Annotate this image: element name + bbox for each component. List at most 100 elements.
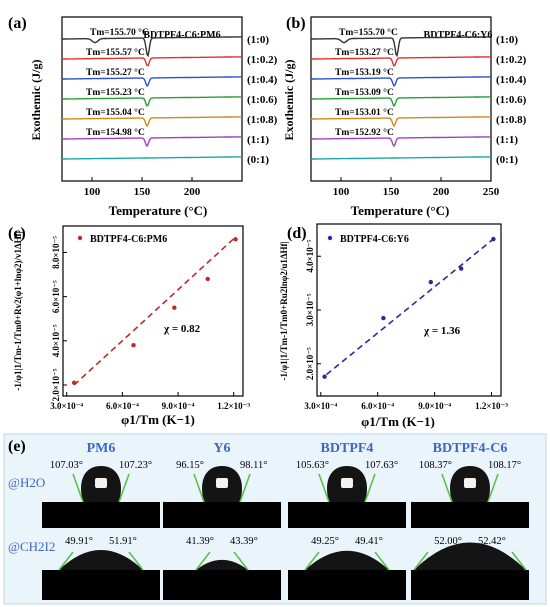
x-tick-label: 200: [433, 186, 450, 198]
angle-right-diiodomethane: 43.39°: [230, 536, 258, 547]
panel-a-title: BDTPF4-C6:PM6: [143, 30, 220, 41]
y-tick-label: 4.0×10⁻⁵: [51, 324, 61, 357]
series-label: (1:0): [247, 34, 269, 46]
panel-a-label: (a): [8, 15, 27, 32]
angle-left-diiodomethane: 49.25°: [311, 536, 339, 547]
dsc-curve-6: [311, 156, 492, 160]
x-tick-label: 150: [383, 186, 400, 198]
panel-c-xlabel: φ1/Tm (K−1): [121, 412, 195, 427]
angle-right-diiodomethane: 49.41°: [355, 536, 383, 547]
series-label: (1:0.6): [496, 94, 527, 106]
dsc-curve-3: [62, 96, 243, 108]
panel-a-xlabel: Temperature (°C): [109, 203, 208, 218]
x-tick-label: 9.0×10⁻⁴: [162, 401, 195, 411]
dsc-curve-3: [311, 96, 492, 108]
panel-e-label: (e): [8, 438, 26, 455]
series-label: (1:0.8): [496, 114, 527, 126]
angle-left-water: 107.03°: [50, 460, 83, 471]
substrate-water: [163, 502, 281, 528]
data-point: [322, 374, 327, 379]
dsc-curve-5: [311, 136, 492, 148]
angle-left-diiodomethane: 41.39°: [186, 536, 214, 547]
material-label: Y6: [213, 441, 230, 456]
diiodomethane-droplet: [196, 559, 248, 570]
dsc-curve-5: [62, 136, 243, 148]
diiodomethane-droplet: [305, 550, 389, 570]
tm-label: Tm=155.70 °C: [90, 27, 149, 38]
panel-c: (c) BDTPF4-C6:PM6 χ = 0.82 φ1/Tm (K−1) -…: [8, 225, 250, 427]
tangent-left: [413, 551, 429, 571]
droplet-highlight: [341, 478, 353, 488]
dsc-curve-1: [311, 56, 492, 67]
droplet-highlight: [95, 478, 107, 488]
tangent-left: [72, 473, 84, 503]
dsc-curve-4: [62, 116, 243, 128]
data-point: [71, 380, 77, 385]
panel-c-ylabel: -1/φ1|1/Tm-1/Tm0+Rv2(φ1+lnφ2)/v1ΔHf|: [13, 231, 23, 390]
y-tick-label: 2.0×10⁻⁵: [51, 368, 61, 401]
substrate-water: [42, 502, 160, 528]
data-point: [381, 315, 386, 321]
data-point: [458, 266, 464, 271]
tm-label: Tm=155.23 °C: [86, 87, 145, 98]
series-label: (1:0.2): [496, 54, 527, 66]
fit-line: [325, 238, 494, 376]
panel-d: (d) BDTPF4-C6:Y6 χ = 1.36 φ1/Tm (K−1) -1…: [279, 223, 508, 429]
substrate-diiodomethane: [411, 570, 529, 600]
tm-label: Tm=155.04 °C: [86, 107, 145, 118]
panel-a: (a) BDTPF4-C6:PM6 Exothemic (J/g) Temper…: [8, 15, 278, 218]
data-point: [172, 305, 177, 310]
data-point: [428, 279, 434, 285]
tm-label: Tm=153.01 °C: [335, 107, 394, 118]
series-label: (1:0.6): [247, 94, 278, 106]
angle-left-water: 108.37°: [419, 460, 452, 471]
material-label: BDTPF4: [321, 441, 374, 456]
substrate-diiodomethane: [163, 570, 281, 600]
x-tick-label: 3.0×10⁻⁴: [50, 401, 83, 411]
angle-left-diiodomethane: 52.00°: [434, 536, 462, 547]
material-label: BDTPF4-C6: [433, 441, 508, 456]
angle-left-water: 96.15°: [176, 460, 204, 471]
panel-d-frame: [316, 223, 502, 397]
y-tick-label: 4.0×10⁻⁵: [305, 240, 315, 273]
panel-b-xlabel: Temperature (°C): [351, 203, 450, 218]
tangent-left: [441, 473, 453, 503]
series-label: (1:1): [496, 134, 518, 146]
tangent-right: [364, 473, 376, 503]
x-tick-label: 1.2×10⁻³: [217, 401, 250, 411]
droplet-highlight: [216, 478, 228, 488]
diiodomethane-droplet: [59, 550, 143, 570]
dsc-curve-2: [311, 76, 492, 88]
tangent-left: [195, 551, 211, 571]
data-point: [233, 237, 238, 242]
panel-d-xlabel: φ1/Tm (K−1): [361, 414, 435, 429]
row-label-diiodomethane: @CH2I2: [8, 539, 55, 554]
series-label: (0:1): [247, 154, 269, 166]
panel-c-label: (c): [8, 225, 26, 242]
series-label: (1:0.4): [496, 74, 527, 86]
tangent-left: [304, 551, 320, 571]
substrate-diiodomethane: [42, 570, 160, 600]
legend-marker: [327, 235, 333, 241]
x-tick-label: 100: [333, 186, 350, 198]
panel-b-ylabel: Exothemic (J/g): [282, 60, 296, 141]
panel-d-chi: χ = 1.36: [423, 325, 461, 337]
panel-b: (b) BDTPF4-C6:Y6 Exothemic (J/g) Tempera…: [282, 15, 527, 218]
panel-c-frame: [62, 225, 244, 397]
series-label: (0:1): [496, 154, 518, 166]
x-tick-label: 200: [184, 186, 201, 198]
x-tick-label: 6.0×10⁻⁴: [106, 401, 139, 411]
tangent-right: [487, 473, 499, 503]
tm-label: Tm=152.92 °C: [335, 127, 394, 138]
angle-right-diiodomethane: 52.42°: [478, 536, 506, 547]
x-tick-label: 3.0×10⁻⁴: [304, 401, 337, 411]
series-label: (1:0.2): [247, 54, 278, 66]
tm-label: Tm=153.27 °C: [335, 47, 394, 58]
data-point: [491, 236, 496, 242]
angle-left-water: 105.63°: [296, 460, 329, 471]
angle-left-diiodomethane: 49.91°: [65, 536, 93, 547]
dsc-curve-0: [311, 36, 492, 58]
y-tick-label: 2.0×10⁻⁵: [305, 347, 315, 380]
panel-c-chi: χ = 0.82: [163, 323, 201, 335]
